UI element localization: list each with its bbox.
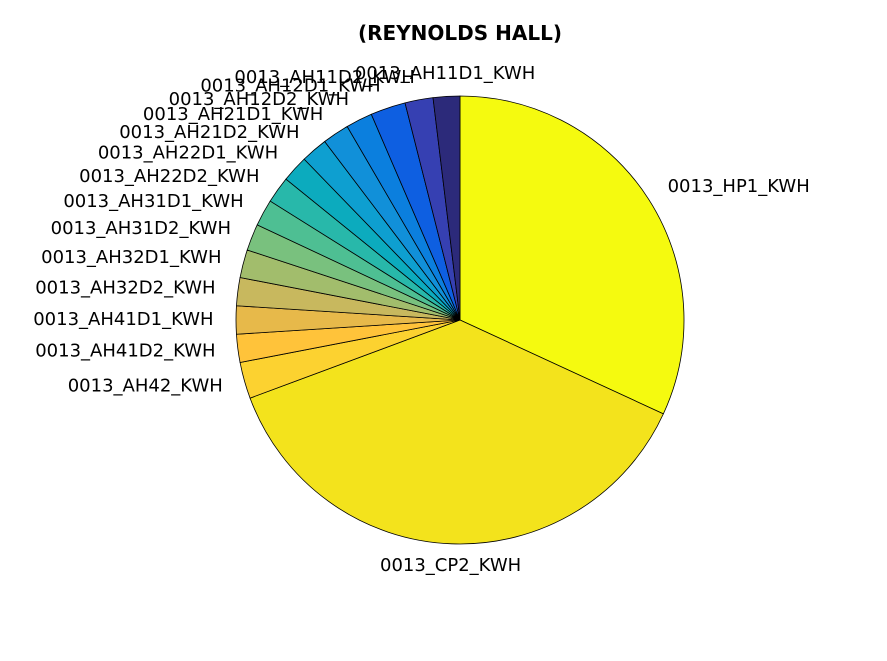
pie-slice-label: 0013_AH12D1_KWH [200, 76, 380, 97]
pie-slice-label: 0013_AH41D1_KWH [33, 309, 213, 330]
pie-slice-0013-hp1-kwh [459, 95, 685, 415]
pie-slice-label: 0013_AH11D2_KWH [234, 67, 414, 88]
pie-slice-label: 0013_AH31D2_KWH [51, 218, 231, 239]
pie-slice-label: 0013_AH11D1_KWH [355, 63, 535, 84]
pie-slice-0013-ah11d1-kwh [432, 95, 461, 321]
pie-slice-label: 0013_AH22D2_KWH [79, 166, 259, 187]
chart-title: (REYNOLDS HALL) [358, 21, 562, 45]
pie-slice-0013-cp2-kwh [249, 319, 664, 545]
pie-slice-label: 0013_AH32D2_KWH [35, 278, 215, 299]
pie-slice-label: 0013_CP2_KWH [380, 555, 521, 576]
pie-slice-label: 0013_AH42_KWH [68, 376, 223, 397]
pie-slice-label: 0013_AH21D2_KWH [119, 122, 299, 143]
pie-slice-labels: 0013_HP1_KWH 0013_CP2_KWH 0013_AH42_KWH 001… [33, 63, 810, 576]
pie-slices [235, 95, 685, 545]
pie-slice-label: 0013_AH32D1_KWH [41, 247, 221, 268]
pie-slice-label: 0013_AH12D2_KWH [169, 89, 349, 110]
pie-slice-label: 0013_AH41D2_KWH [35, 340, 215, 361]
pie-slice-label: 0013_AH31D1_KWH [63, 191, 243, 212]
pie-slice-label: 0013_AH21D1_KWH [143, 104, 323, 125]
pie-slice-label: 0013_AH22D1_KWH [98, 143, 278, 164]
pie-slice-label: 0013_HP1_KWH [668, 176, 810, 197]
